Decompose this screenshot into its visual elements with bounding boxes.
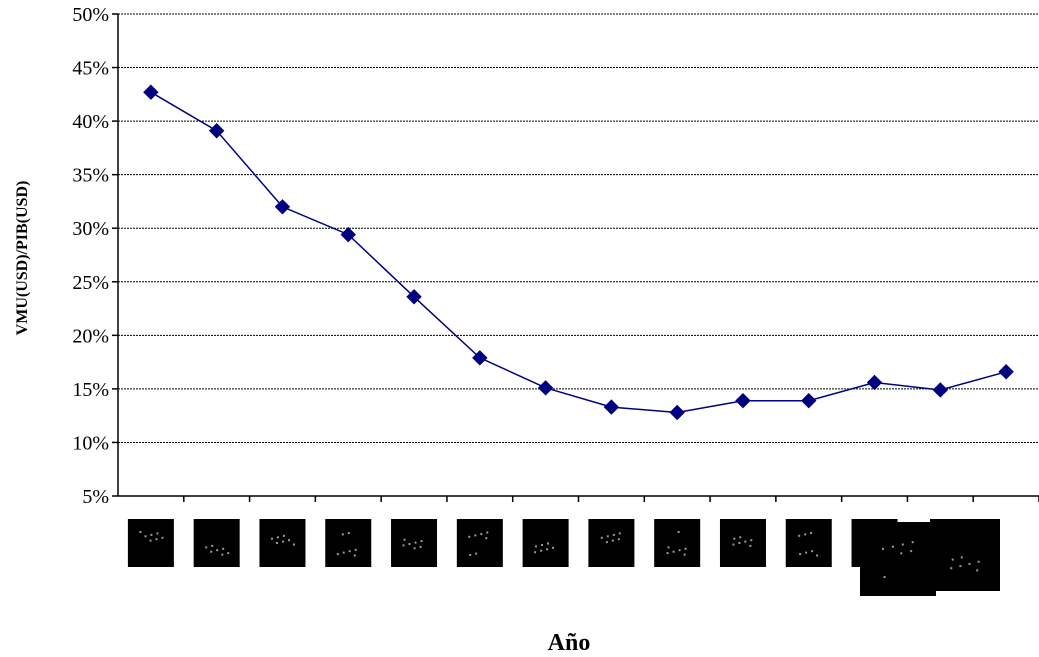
data-point xyxy=(406,289,422,305)
data-point xyxy=(603,399,620,415)
x-category-label-image xyxy=(860,522,936,596)
x-category-label-image xyxy=(391,519,438,567)
data-point xyxy=(932,382,949,398)
x-axis-title: Año xyxy=(548,630,591,656)
y-tick-label: 30% xyxy=(72,218,109,240)
x-category-label-image xyxy=(522,519,569,567)
data-point xyxy=(274,199,291,215)
y-tick-label: 35% xyxy=(72,165,109,187)
data-point xyxy=(472,350,488,366)
data-point xyxy=(669,404,685,421)
data-point xyxy=(735,392,751,409)
x-category-label-image xyxy=(325,519,372,567)
y-tick-label: 25% xyxy=(72,272,109,294)
y-tick-label: 10% xyxy=(72,432,109,454)
x-category-label-image xyxy=(588,519,635,567)
data-point xyxy=(537,380,554,396)
x-category-label-image xyxy=(456,519,503,567)
x-category-label-image xyxy=(785,519,832,567)
x-category-label-image xyxy=(930,519,1000,591)
y-tick-label: 20% xyxy=(72,325,109,347)
data-point xyxy=(998,364,1014,380)
data-point xyxy=(866,374,883,391)
data-point xyxy=(208,123,225,139)
x-category-label-image xyxy=(719,519,766,567)
y-tick-label: 45% xyxy=(72,58,109,80)
y-axis-title: VMU(USD)/PIB(USD) xyxy=(14,181,31,336)
series-line xyxy=(143,84,1014,421)
x-category-label-image xyxy=(259,519,306,567)
y-tick-labels: 5% 10% 15% 20% 25% 30% 35% 40% 45% 50% xyxy=(72,4,109,508)
y-tick-label: 50% xyxy=(72,4,109,26)
gridlines xyxy=(118,13,1039,443)
x-category-label-image xyxy=(654,519,701,567)
axes xyxy=(112,13,1039,502)
y-tick-label: 40% xyxy=(72,111,109,133)
x-category-label-image xyxy=(193,519,240,567)
y-tick-label: 5% xyxy=(82,486,109,508)
data-point xyxy=(801,392,817,409)
y-tick-label: 15% xyxy=(72,379,109,401)
data-point xyxy=(143,84,159,100)
x-category-labels xyxy=(127,519,1000,596)
series-line-path xyxy=(150,91,1007,414)
x-category-label-image xyxy=(127,519,174,567)
data-point xyxy=(340,226,356,243)
